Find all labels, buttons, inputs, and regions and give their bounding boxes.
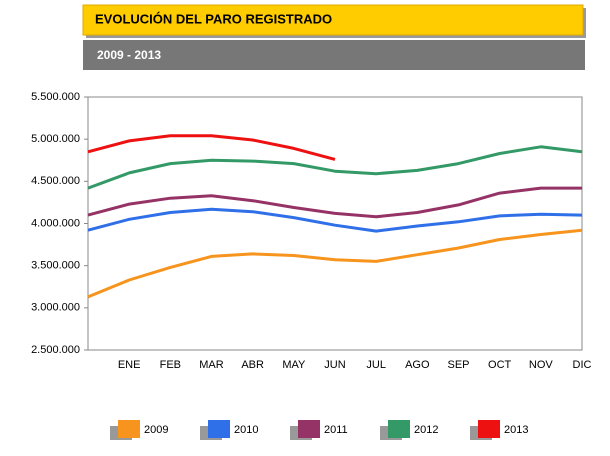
x-tick-label: JUN xyxy=(324,359,345,371)
series-line xyxy=(87,145,583,190)
series-line xyxy=(87,207,583,233)
legend-label: 2011 xyxy=(324,424,348,436)
y-tick-label: 3.000.000 xyxy=(31,302,80,314)
x-tick-label: MAR xyxy=(199,359,224,371)
series-line xyxy=(87,186,582,219)
x-tick-label: OCT xyxy=(488,359,512,371)
legend-label: 2013 xyxy=(504,424,528,436)
x-tick-label: ENE xyxy=(118,359,141,371)
x-tick-label: NOV xyxy=(529,359,554,371)
legend-swatch xyxy=(478,420,500,438)
y-tick-label: 4.000.000 xyxy=(31,217,80,229)
legend-swatch xyxy=(388,420,410,438)
x-tick-label: AGO xyxy=(405,359,430,371)
x-tick-label: FEB xyxy=(160,359,181,371)
title-banner xyxy=(82,4,584,36)
chart-subtitle: 2009 - 2013 xyxy=(97,48,161,62)
x-tick-label: SEP xyxy=(447,359,469,371)
legend-swatch xyxy=(208,420,230,438)
series-line xyxy=(87,228,583,299)
y-tick-label: 2.500.000 xyxy=(31,344,80,356)
y-tick-label: 4.500.000 xyxy=(31,175,80,187)
subtitle-banner xyxy=(83,40,585,70)
x-tick-label: MAY xyxy=(282,359,306,371)
y-tick-label: 5.000.000 xyxy=(31,133,80,145)
x-tick-label: JUL xyxy=(366,359,386,371)
chart-title: EVOLUCIÓN DEL PARO REGISTRADO xyxy=(95,11,332,26)
legend-label: 2012 xyxy=(414,424,438,436)
legend-label: 2009 xyxy=(144,424,168,436)
y-tick-label: 3.500.000 xyxy=(31,260,80,272)
x-tick-label: ABR xyxy=(241,359,264,371)
series-line xyxy=(87,134,336,161)
legend-label: 2010 xyxy=(234,424,258,436)
x-tick-label: DIC xyxy=(573,359,592,371)
legend-swatch xyxy=(118,420,140,438)
legend-swatch xyxy=(298,420,320,438)
plot-area xyxy=(87,96,583,351)
y-tick-label: 5.500.000 xyxy=(31,91,80,103)
